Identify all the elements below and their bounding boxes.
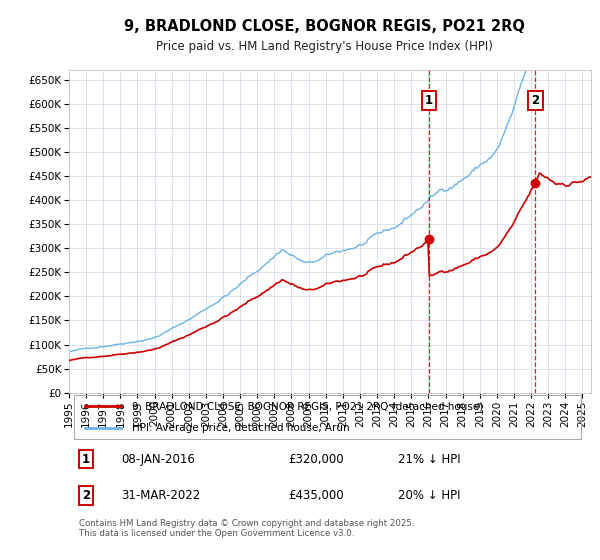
Text: 21% ↓ HPI: 21% ↓ HPI xyxy=(398,453,460,466)
Text: 20% ↓ HPI: 20% ↓ HPI xyxy=(398,489,460,502)
Text: Price paid vs. HM Land Registry's House Price Index (HPI): Price paid vs. HM Land Registry's House … xyxy=(155,40,493,53)
Text: HPI: Average price, detached house, Arun: HPI: Average price, detached house, Arun xyxy=(131,423,349,432)
Text: 1: 1 xyxy=(425,94,433,107)
Text: £320,000: £320,000 xyxy=(288,453,344,466)
Text: 9, BRADLOND CLOSE, BOGNOR REGIS, PO21 2RQ (detached house): 9, BRADLOND CLOSE, BOGNOR REGIS, PO21 2R… xyxy=(131,402,483,411)
Text: 08-JAN-2016: 08-JAN-2016 xyxy=(121,453,195,466)
Text: £435,000: £435,000 xyxy=(288,489,344,502)
Text: 2: 2 xyxy=(82,489,90,502)
Text: 2: 2 xyxy=(532,94,539,107)
Text: 31-MAR-2022: 31-MAR-2022 xyxy=(121,489,200,502)
Text: Contains HM Land Registry data © Crown copyright and database right 2025.
This d: Contains HM Land Registry data © Crown c… xyxy=(79,519,415,538)
Text: 1: 1 xyxy=(82,453,90,466)
Text: 9, BRADLOND CLOSE, BOGNOR REGIS, PO21 2RQ: 9, BRADLOND CLOSE, BOGNOR REGIS, PO21 2R… xyxy=(124,18,524,34)
